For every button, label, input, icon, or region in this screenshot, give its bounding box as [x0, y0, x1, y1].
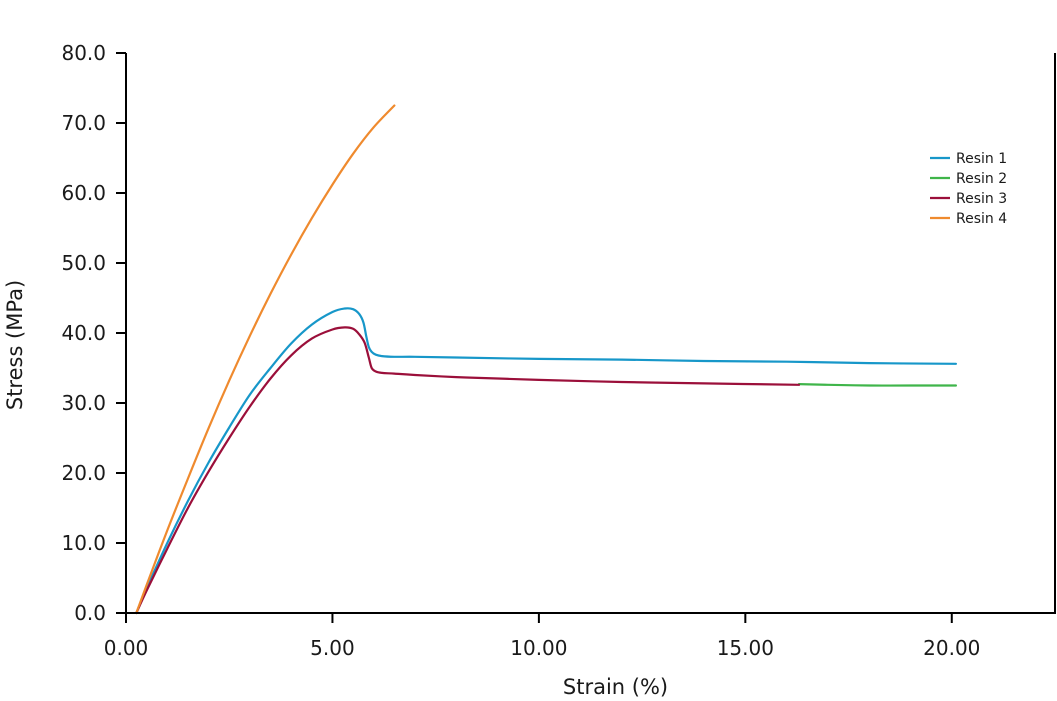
series-line-resin-1: [135, 307, 958, 615]
y-tick-label: 70.0: [61, 111, 106, 135]
y-tick-label: 50.0: [61, 251, 106, 275]
legend-label: Resin 3: [956, 191, 1007, 207]
x-tick-label: 5.00: [310, 636, 355, 660]
x-tick-label: 15.00: [717, 636, 774, 660]
y-tick-label: 30.0: [61, 391, 106, 415]
series-line-resin-3: [135, 326, 801, 615]
legend-label: Resin 2: [956, 171, 1007, 187]
axes: 0.0 10.0 20.0 30.0 40.0 50.0 60.0 70.0 80.0 0.00 5…: [61, 41, 1056, 660]
x-tick-label: 20.00: [923, 636, 980, 660]
x-tick-label: 10.00: [510, 636, 567, 660]
series-line-resin-2: [797, 383, 958, 387]
axis-frame: [125, 53, 1056, 614]
y-axis-title: Stress (MPa): [3, 280, 27, 410]
y-tick-label: 80.0: [61, 41, 106, 65]
plot-area: [135, 104, 958, 615]
y-tick-label: 60.0: [61, 181, 106, 205]
x-axis-title: Strain (%): [563, 675, 668, 699]
x-tick-label: 0.00: [104, 636, 149, 660]
series-line-resin-4: [135, 104, 396, 615]
legend-label: Resin 4: [956, 211, 1007, 227]
y-tick-label: 10.0: [61, 531, 106, 555]
legend: Resin 1 Resin 2 Resin 3 Resin 4: [930, 151, 1007, 227]
y-tick-label: 40.0: [61, 321, 106, 345]
y-tick-label: 20.0: [61, 461, 106, 485]
legend-label: Resin 1: [956, 151, 1007, 167]
y-tick-label: 0.0: [74, 601, 106, 625]
